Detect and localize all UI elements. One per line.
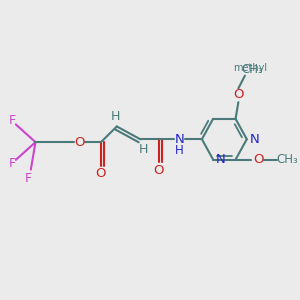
Text: H: H	[138, 143, 148, 157]
Text: CH₃: CH₃	[242, 63, 263, 76]
Text: O: O	[74, 136, 85, 148]
Text: CH₃: CH₃	[276, 153, 298, 166]
Text: N: N	[216, 153, 226, 166]
Text: F: F	[9, 114, 16, 127]
Text: F: F	[25, 172, 32, 185]
Text: O: O	[253, 153, 263, 166]
Text: O: O	[154, 164, 164, 177]
Text: methyl: methyl	[233, 63, 268, 73]
Text: N: N	[249, 133, 259, 146]
Text: F: F	[9, 157, 16, 170]
Text: N: N	[175, 133, 184, 146]
Text: H: H	[175, 145, 184, 158]
Text: O: O	[96, 167, 106, 180]
Text: O: O	[233, 88, 244, 101]
Text: H: H	[110, 110, 120, 123]
